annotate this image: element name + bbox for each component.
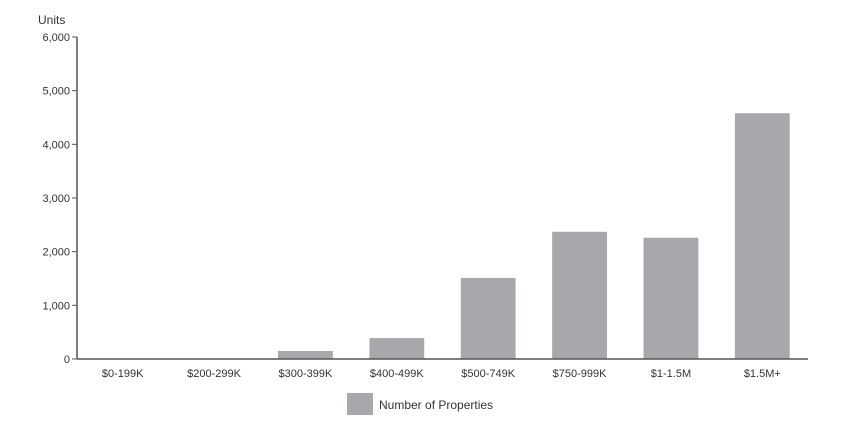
bar	[643, 237, 699, 359]
y-tick-label: 0	[64, 354, 70, 366]
bar	[552, 231, 607, 359]
x-tick-label: $200-299K	[187, 368, 241, 380]
y-tick-label: 4,000	[42, 139, 70, 151]
legend-label: Number of Properties	[379, 398, 493, 412]
legend: Number of Properties	[347, 393, 493, 415]
bar	[278, 350, 333, 359]
x-axis: $0-199K $200-299K $300-399K $400-499K $500-7…	[77, 358, 808, 380]
y-axis-title: Units	[38, 13, 65, 27]
x-tick-label: $1.5M+	[744, 368, 781, 380]
x-tick-label: $400-499K	[370, 368, 424, 380]
y-tick-label: 1,000	[42, 300, 70, 312]
y-tick-label: 5,000	[42, 86, 70, 98]
x-tick-label: $1-1.5M	[651, 368, 691, 380]
x-tick-label: $0-199K	[102, 368, 144, 380]
y-axis: 0 1,000 2,000 3,000 4,000 5,000 6,000	[42, 32, 78, 366]
bar	[369, 338, 425, 359]
y-tick-label: 6,000	[42, 32, 70, 44]
legend-swatch	[347, 393, 373, 415]
bar	[460, 277, 516, 359]
x-tick-label: $500-749K	[461, 368, 515, 380]
bars	[278, 113, 790, 359]
y-tick-label: 3,000	[42, 193, 70, 205]
y-tick-label: 2,000	[42, 247, 70, 259]
bar	[734, 113, 790, 359]
x-tick-label: $300-399K	[279, 368, 333, 380]
x-tick-label: $750-999K	[553, 368, 607, 380]
